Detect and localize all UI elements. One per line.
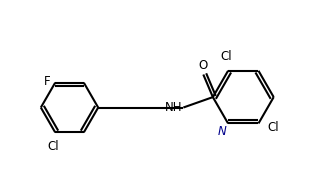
Text: F: F: [44, 75, 51, 88]
Text: Cl: Cl: [48, 140, 59, 153]
Text: O: O: [199, 59, 208, 72]
Text: Cl: Cl: [267, 121, 279, 134]
Text: Cl: Cl: [220, 50, 232, 63]
Text: N: N: [218, 125, 226, 138]
Text: NH: NH: [165, 101, 183, 114]
